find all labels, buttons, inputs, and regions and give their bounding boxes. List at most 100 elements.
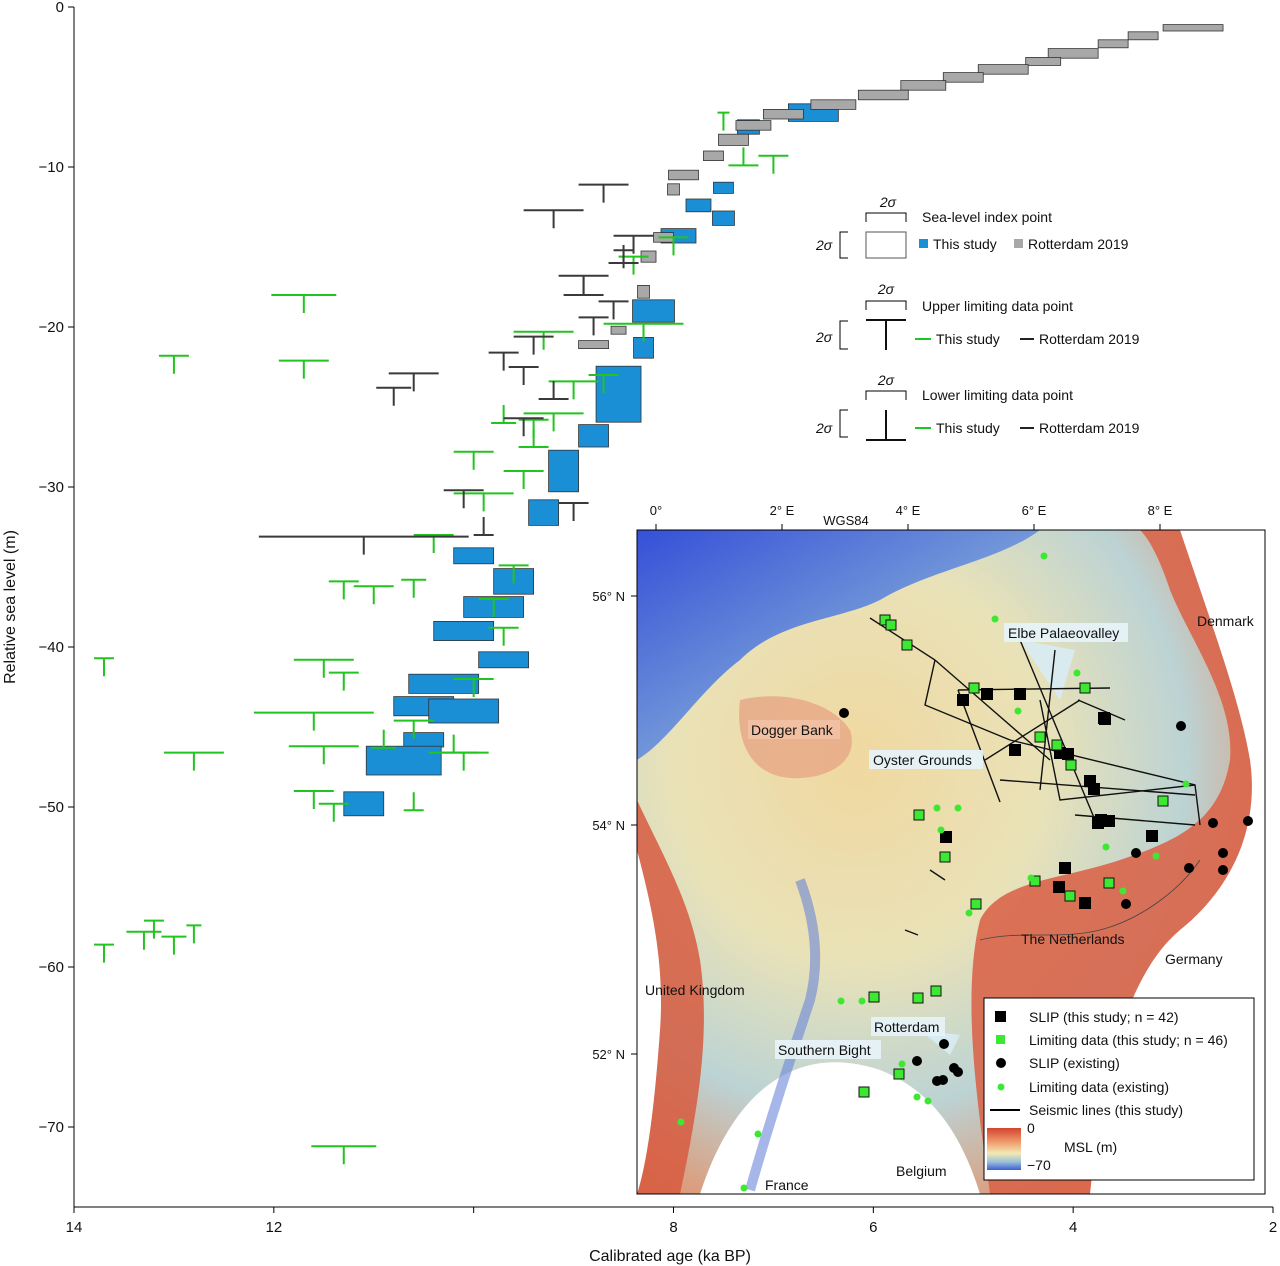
lat-label-54: 54° N (592, 818, 625, 833)
legend-bracket-v1 (839, 231, 848, 259)
upper-limit-this-study (488, 626, 519, 646)
index-point-rotterdam (977, 64, 1029, 75)
x-tick-label: 4 (1069, 1219, 1077, 1236)
limiting-existing-marker (898, 1060, 906, 1068)
legend: 2σ Sea-level index point 2σ This study R… (815, 194, 1140, 441)
legend-sigma-h1: 2σ (879, 194, 897, 210)
slip-this-study-marker (1009, 744, 1021, 756)
limiting-this-study-marker (930, 985, 942, 997)
upper-limit-rotterdam (578, 316, 609, 336)
limiting-existing-marker (913, 1093, 921, 1101)
seismic-line (924, 659, 1011, 741)
slip-this-study-marker (1062, 748, 1074, 760)
label-france: France (765, 1177, 809, 1193)
limiting-existing-marker (933, 804, 941, 812)
upper-limit-this-study (93, 943, 114, 963)
upper-limit-this-study (288, 745, 359, 765)
map-legend-seismic: Seismic lines (this study) (1029, 1102, 1183, 1118)
limiting-this-study-marker (1103, 877, 1115, 889)
limiting-this-study-marker (885, 619, 897, 631)
index-point-rotterdam (810, 99, 857, 110)
upper-limit-this-study (328, 671, 359, 691)
limiting-existing-marker (1027, 874, 1035, 882)
index-point-this-study (408, 673, 480, 694)
index-point-this-study (578, 424, 609, 448)
lower-limit-this-study (428, 734, 479, 754)
upper-limit-this-study (311, 1145, 377, 1165)
index-point-this-study (685, 198, 712, 213)
upper-limit-this-study (353, 585, 394, 605)
upper-limit-this-study (158, 354, 189, 374)
label-bg-elbe (1004, 623, 1128, 642)
map-place-labels: Denmark Elbe Palaeovalley Dogger Bank Oy… (645, 613, 1255, 1193)
lon-label-0: 0° (650, 503, 662, 518)
slip-this-study-marker (1099, 713, 1111, 725)
map-lat-ticks: 56° N 54° N 52° N (592, 589, 637, 1062)
upper-limit-this-study (328, 580, 359, 600)
index-point-this-study (453, 547, 495, 565)
southern-bight-channel (745, 878, 821, 1192)
index-point-this-study (712, 210, 735, 226)
limiting-existing-marker (1152, 852, 1160, 860)
upper-limit-this-study (588, 374, 619, 393)
lower-limit-this-study (728, 147, 759, 167)
seismic-line (957, 689, 1001, 803)
elbe-palaeovalley-pointer (1020, 640, 1075, 700)
x-tick-label: 12 (265, 1219, 282, 1236)
index-point-rotterdam (703, 150, 724, 162)
index-point-this-study (548, 449, 579, 493)
limiting-this-study-marker (1065, 759, 1077, 771)
limiting-existing-marker (1119, 887, 1127, 895)
legend-upper-rotterdam: Rotterdam 2019 (1039, 331, 1140, 347)
slip-this-study-marker (1103, 815, 1115, 827)
slip-existing-marker (1208, 818, 1218, 828)
y-tick-label: −10 (39, 159, 64, 176)
legend-bracket-h3 (865, 390, 907, 400)
upper-limit-this-study (503, 470, 544, 489)
seismic-line (929, 869, 946, 881)
index-point-rotterdam (1025, 57, 1062, 66)
msl-scale-top: 0 (1027, 1120, 1035, 1136)
upper-limit-this-study (253, 711, 374, 731)
label-dogger-bank: Dogger Bank (751, 722, 834, 738)
x-tick-label: 2 (1269, 1219, 1277, 1236)
map-legend-slip-existing: SLIP (existing) (1029, 1055, 1120, 1071)
upper-limit-this-study (658, 236, 689, 256)
limiting-this-study-marker (868, 991, 880, 1003)
upper-limit-rotterdam (376, 386, 412, 406)
limiting-existing-marker (937, 826, 945, 834)
limiting-existing-marker (1102, 843, 1110, 851)
label-belgium: Belgium (896, 1163, 947, 1179)
lon-label-8: 8° E (1148, 503, 1173, 518)
upper-limit-this-study (513, 330, 574, 350)
map-frame (636, 529, 1266, 1195)
x-axis-title: Calibrated age (ka BP) (589, 1248, 751, 1265)
upper-limit-rotterdam (503, 417, 544, 437)
lower-limit-this-study (403, 792, 424, 812)
y-tick-label: −30 (39, 479, 64, 496)
y-tick-label: −60 (39, 959, 64, 976)
index-point-this-study (428, 698, 500, 724)
upper-limit-this-study (271, 294, 337, 313)
legend-sigma-v1: 2σ (815, 237, 833, 253)
index-point-rotterdam (1127, 31, 1159, 41)
legend-rotterdam-swatch (1014, 239, 1023, 248)
upper-limit-this-study (603, 322, 684, 342)
label-bg-oyster (869, 750, 983, 769)
legend-lower-symbol (866, 410, 906, 441)
limiting-this-study-marker (970, 898, 982, 910)
slip-existing-marker (1176, 721, 1186, 731)
legend-sigma-h2: 2σ (877, 281, 895, 297)
y-tick-label: 0 (56, 0, 64, 16)
upper-limit-this-study (163, 751, 224, 771)
upper-limit-this-study (143, 919, 164, 939)
msl-color-scale (987, 1128, 1021, 1170)
coastline-netherlands (979, 859, 1201, 941)
index-point-this-study (343, 791, 385, 817)
lower-limit-this-study (518, 429, 549, 448)
seismic-line (904, 929, 919, 936)
upper-limit-rotterdam (598, 300, 629, 320)
y-tick-label: −70 (39, 1119, 64, 1136)
label-bg-dogger (748, 720, 840, 739)
